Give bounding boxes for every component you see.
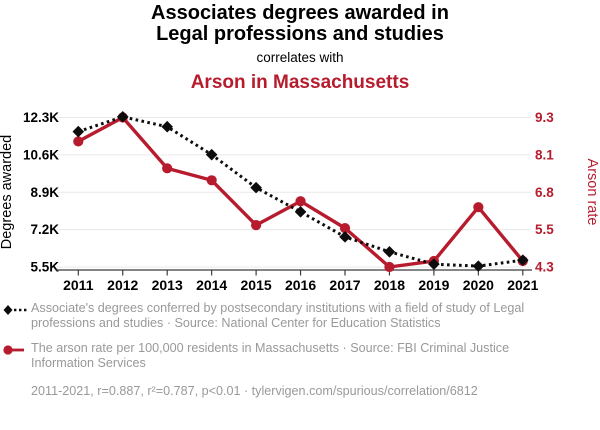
x-tick-label: 2017 [329,277,360,293]
page-title-line2: Legal professions and studies [156,23,444,45]
x-tick-label: 2015 [241,277,272,293]
x-tick-label: 2020 [463,277,494,293]
chart-area: 12.3K 9.3 10.6K 8.1 8.9K 6.8 7.2K 5.5 5.5K 4.3 201… [0,92,600,296]
data-point-diamond [116,111,129,123]
right-tick-label: 5.5 [535,222,554,237]
data-point-diamond [472,260,485,272]
data-point-diamond [72,125,85,138]
left-tick-label: 12.3K [23,110,59,125]
red-circle-solid-line-icon [3,345,24,355]
data-point-diamond [294,206,307,218]
secondary-title: Arson in Massachusetts [190,72,410,93]
right-tick-label: 6.8 [535,185,554,200]
stats-and-source-line: 2011-2021, r=0.887, r²=0.787, p<0.01 · t… [31,383,478,398]
dual-axis-line-chart: 12.3K 9.3 10.6K 8.1 8.9K 6.8 7.2K 5.5 5.5K 4.3 201… [0,110,600,293]
data-point-circle [384,261,395,273]
x-tick-label: 2011 [63,277,94,293]
series-line-degrees [77,115,523,268]
page-title-line1: Associates degrees awarded in [151,2,449,24]
legend-label-arson: The arson rate per 100,000 residents in … [31,340,510,371]
data-point-circle [206,175,217,186]
left-axis-title: Degrees awarded [0,135,15,249]
data-point-circle [295,196,306,207]
data-point-circle [162,163,173,174]
right-axis-title: Arson rate [584,159,600,226]
left-tick-label: 10.6K [23,147,59,162]
data-point-diamond [339,231,351,243]
legend-label-degrees: Associate's degrees conferred by postsec… [31,301,525,331]
data-point-diamond [205,148,218,161]
left-tick-label: 5.5K [30,260,59,275]
x-tick-label: 2014 [196,277,227,293]
x-tick-label: 2021 [507,277,538,293]
data-point-circle [473,202,484,213]
right-tick-label: 9.3 [535,110,554,125]
right-tick-label: 8.1 [535,147,554,162]
data-point-circle [339,223,351,234]
data-point-diamond [250,181,262,194]
data-point-circle [251,220,262,231]
x-tick-label: 2012 [107,277,138,293]
x-tick-label: 2018 [374,277,405,293]
data-point-diamond [517,254,529,266]
data-point-diamond [161,120,173,133]
left-tick-label: 7.2K [30,222,59,237]
black-diamond-dotted-line-icon [3,305,27,315]
x-tick-label: 2019 [418,277,449,293]
data-point-diamond [428,258,440,270]
legend-item-arson: The arson rate per 100,000 residents in … [3,341,597,372]
left-tick-label: 8.9K [30,185,59,200]
data-point-diamond [383,246,396,258]
data-point-circle [73,136,84,147]
legend-item-degrees: Associate's degrees conferred by postsec… [3,301,597,332]
chart-legend: Associate's degrees conferred by postsec… [3,301,597,399]
x-tick-label: 2013 [152,277,183,293]
chart-header: Associates degrees awarded in Legal prof… [0,2,600,94]
x-tick-label: 2016 [285,277,316,293]
right-tick-label: 4.3 [535,260,554,275]
correlates-with-label: correlates with [256,50,344,65]
